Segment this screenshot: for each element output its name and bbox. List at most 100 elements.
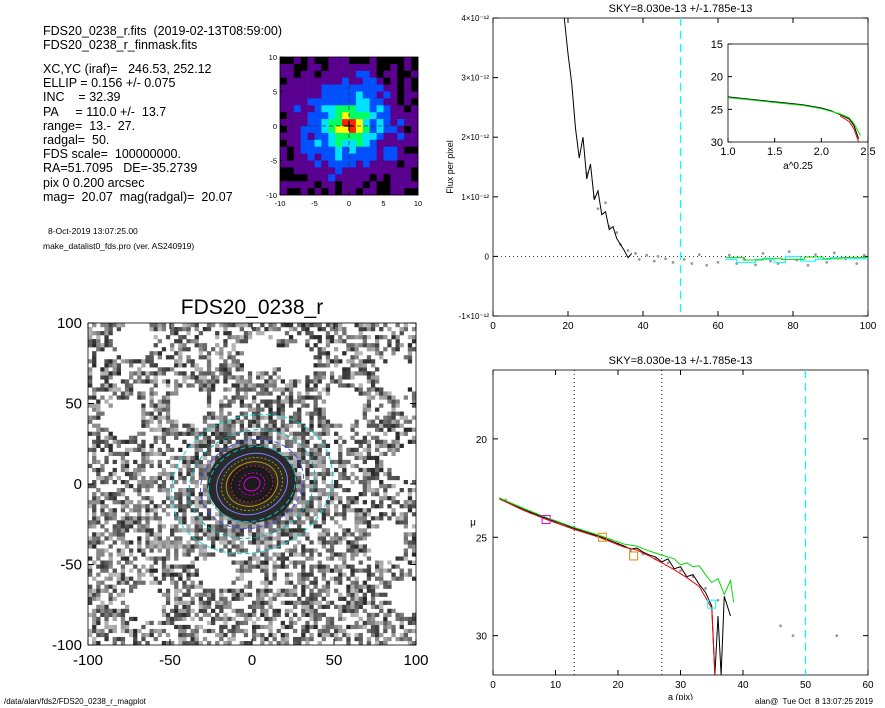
flux-point — [705, 263, 709, 267]
flux-point — [814, 253, 817, 257]
program-version: make_datalist0_fds.pro (ver. AS240919) — [43, 241, 195, 251]
flux-series-green — [725, 256, 868, 261]
inset-xtick-label: 2.5 — [860, 146, 875, 158]
info-line: RA=51.7095 DE=-35.2739 — [43, 161, 198, 176]
galaxy-xtick-label: -100 — [73, 652, 103, 669]
galaxy-xtick-label: -50 — [159, 652, 181, 669]
profile-xtick-label: 50 — [800, 680, 812, 691]
flux-point — [806, 263, 810, 267]
flux-chart: SKY=8.030e-13 +/-1.785e-13 0 20 40 60 80 100 -1… — [445, 3, 877, 332]
galaxy-xtick-label: 0 — [248, 652, 256, 669]
flux-series-cyan — [725, 255, 868, 263]
galaxy-noise — [88, 323, 417, 646]
flux-point — [825, 260, 829, 264]
profile-point — [791, 634, 795, 638]
info-line: PA = 110.0 +/- 13.7 — [43, 104, 167, 119]
isophote-ellipse — [243, 476, 261, 492]
flux-ytick-label: 2×10⁻¹² — [461, 133, 489, 142]
info-block: XC,YC (iraf)= 246.53, 252.12 ELLIP = 0.15… — [43, 62, 233, 204]
profile-ytick-label: 30 — [476, 632, 488, 643]
galaxy-title: FDS20_0238_r — [181, 296, 323, 319]
flux-point — [761, 252, 765, 255]
flux-point — [626, 249, 630, 252]
flux-point — [855, 262, 859, 265]
mask-file: FDS20_0238_r_finmask.fits — [43, 38, 198, 52]
isophote-ellipse — [238, 472, 266, 496]
inset-ytick-label: 20 — [711, 72, 723, 84]
flux-point — [604, 201, 607, 205]
thumbnail-pixels — [280, 57, 419, 196]
profile-point — [779, 624, 782, 628]
flux-ytick-label: -1×10⁻¹² — [459, 312, 490, 321]
galaxy-xtick-label: 100 — [403, 652, 428, 669]
flux-point — [656, 255, 660, 258]
thumbnail-xtick-label: 0 — [347, 199, 351, 208]
flux-point — [727, 253, 731, 257]
thumbnail-ytick-label: 5 — [273, 88, 277, 97]
info-line: range= 13.- 27. — [43, 118, 136, 133]
info-line: mag= 20.07 mag(radgal)= 20.07 — [43, 189, 233, 204]
flux-point — [637, 257, 641, 261]
profile-point — [704, 587, 707, 590]
inset-ytick-label: 15 — [711, 39, 723, 51]
flux-point — [716, 260, 720, 264]
galaxy-ytick-label: 0 — [74, 476, 82, 493]
flux-xtick-label: 40 — [637, 321, 649, 332]
flux-ylabel: Flux per pixel — [445, 140, 455, 194]
isophote-ellipse — [188, 429, 316, 539]
thumbnail-ytick-label: 10 — [269, 53, 277, 62]
flux-point — [652, 259, 656, 263]
flux-ytick-label: 3×10⁻¹² — [461, 74, 489, 83]
isophote-ellipse — [171, 413, 333, 555]
flux-point — [690, 262, 694, 265]
flux-point — [682, 257, 686, 261]
profile-marker — [541, 515, 551, 525]
flux-point — [645, 253, 649, 257]
flux-xtick-label: 60 — [712, 321, 724, 332]
flux-point — [754, 263, 757, 267]
flux-point — [769, 259, 772, 263]
profile-xtick-label: 0 — [490, 680, 496, 691]
inset-series-black — [727, 96, 860, 139]
flux-point — [596, 207, 600, 211]
thumbnail-xtick-label: -5 — [311, 199, 318, 208]
isophote-ellipse — [235, 469, 269, 499]
galaxy-xtick-label: 50 — [326, 652, 343, 669]
profile-point — [666, 561, 670, 565]
flux-point — [862, 253, 866, 257]
isophote-ellipse — [216, 452, 288, 516]
inset-series-green — [727, 97, 861, 136]
profile-marker — [629, 551, 639, 561]
inset-xtick-label: 1.0 — [720, 146, 735, 158]
inset-series-red — [839, 115, 860, 143]
profile-series-green — [499, 497, 735, 603]
galaxy-ytick-label: 50 — [65, 396, 82, 413]
galaxy-ytick-label: -100 — [52, 637, 82, 654]
flux-ytick-label: 1×10⁻¹² — [461, 193, 489, 202]
isophote-ellipse — [225, 461, 279, 507]
isophote-ellipse — [230, 465, 274, 503]
flux-ytick-label: 4×10⁻¹² — [461, 14, 489, 23]
inset-ytick-label: 25 — [711, 104, 723, 116]
profile-point — [679, 569, 682, 573]
file-title: FDS20_0238_r.fits (2019-02-13T08:59:00) — [43, 24, 283, 38]
inset-xtick-label: 2.0 — [814, 146, 829, 158]
galaxy-ytick-label: 100 — [57, 315, 82, 332]
flux-point — [615, 231, 619, 234]
profile-ytick-label: 25 — [476, 533, 488, 544]
flux-point — [697, 253, 701, 257]
profile-marker — [597, 532, 607, 542]
thumbnail-ytick-label: 0 — [273, 122, 277, 131]
flux-point — [634, 252, 637, 255]
profile-series-black — [499, 497, 731, 676]
info-line: INC = 32.39 — [43, 90, 121, 105]
profile-chart: SKY=8.030e-13 +/-1.785e-13 0 10 20 30 40 50 60 2… — [470, 355, 874, 700]
isophote-ellipse — [208, 445, 296, 523]
flux-point — [664, 257, 667, 261]
isophote-ellipse — [220, 457, 284, 511]
flux-point — [671, 260, 675, 264]
info-line: pix 0 0.200 arcsec — [43, 175, 145, 190]
profile-xtick-label: 40 — [737, 680, 749, 691]
flux-series-black — [563, 17, 633, 259]
profile-xtick-label: 30 — [675, 680, 687, 691]
